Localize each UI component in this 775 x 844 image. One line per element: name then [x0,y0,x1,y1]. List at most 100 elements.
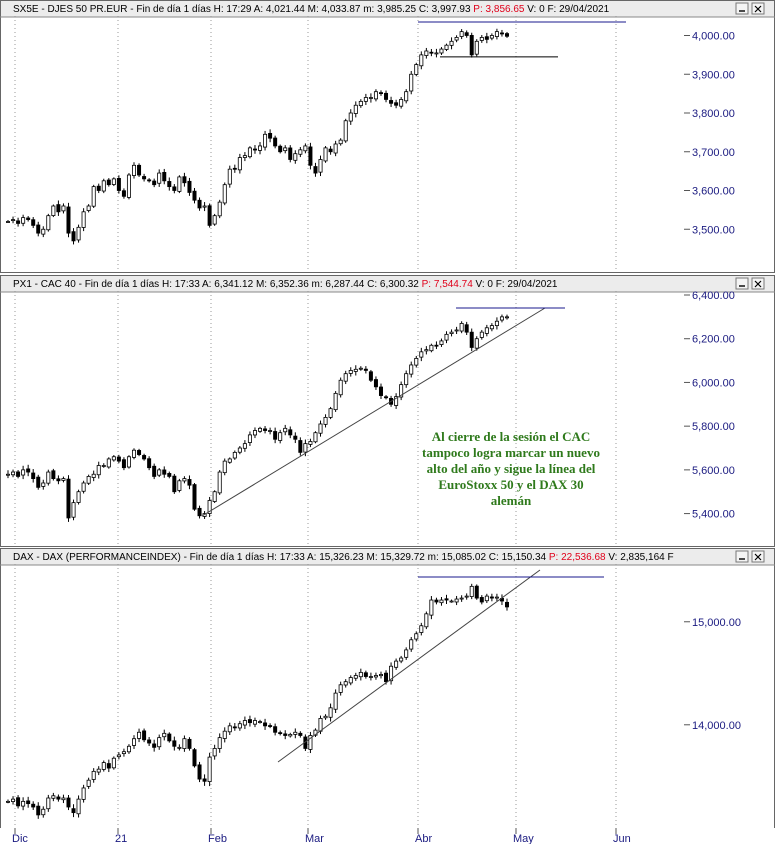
candle [268,723,273,729]
candle-body [298,732,303,736]
candle [404,89,409,104]
candle-body [343,681,348,686]
candle [449,329,454,337]
candle [81,208,86,232]
candle-body [348,677,353,684]
candle [409,637,414,652]
candle [232,164,237,173]
candle-body [434,52,439,55]
candle [373,89,378,102]
candle [328,703,333,722]
candle [71,228,76,245]
candle-body [394,102,399,106]
candle-body [66,206,71,234]
candle-body [404,649,409,658]
candle [328,406,333,420]
header-field: DAX - DAX (PERFORMANCEINDEX) - Fin de dí… [13,552,264,563]
candle-body [323,715,328,719]
candle [212,490,217,504]
candle-body [157,469,162,476]
candle [11,469,16,478]
y-tick-label: 3,500.00 [692,224,735,236]
candle [484,324,489,337]
candle [132,162,137,179]
candle [273,427,278,444]
candle [177,744,182,751]
candle-body [182,176,187,184]
candle [81,480,86,494]
candle [237,446,242,455]
candle-body [126,456,131,468]
trendline [201,307,546,517]
candle [207,752,212,787]
header-field: C: 3,997.93 [416,4,471,15]
candle [51,792,56,802]
candle-body [419,351,424,358]
candle-body [384,672,389,683]
candle [51,204,56,218]
candle-body [101,465,106,467]
candle-body [16,220,21,224]
candle [298,437,303,456]
y-tick-label: 6,000.00 [692,377,735,389]
candle-body [479,37,484,41]
candle-body [56,796,61,800]
candle-body [96,768,101,773]
candle [232,723,237,731]
candle-body [106,458,111,468]
candle-body [182,478,187,482]
candle-body [111,178,116,185]
candle-body [167,473,172,477]
candle-body [31,472,36,480]
candle [263,718,268,730]
candle [76,795,81,818]
candle [16,795,21,809]
y-tick-label: 5,400.00 [692,509,735,521]
candle-body [459,31,464,37]
candle [389,96,394,108]
candle [278,144,283,154]
header-field: F [665,552,674,563]
candle [499,29,504,37]
candle-body [242,155,247,158]
candle [36,802,41,819]
candle-body [91,473,96,478]
candle-body [187,479,192,486]
candle-body [353,104,358,114]
candle-body [247,719,252,724]
candle-body [464,32,469,36]
candle-body [323,417,328,425]
candle-body [353,675,358,679]
candle [96,183,101,194]
candle [162,729,167,741]
candle [192,187,197,204]
candle [182,735,187,752]
candle [197,505,202,519]
candle [147,178,152,183]
candle [106,457,111,469]
candle [318,155,323,177]
candle [227,722,232,735]
candle-body [353,368,358,372]
candle [363,670,368,679]
candle [333,140,338,157]
candle-body [76,798,81,815]
candle-body [293,153,298,161]
candle-body [288,734,293,737]
candle [454,35,459,43]
candle [429,596,434,620]
header-field: P: 7,544.74 [419,279,473,290]
candle [363,366,368,374]
candle [449,599,454,603]
candle-body [81,211,86,228]
candle-body [121,459,126,469]
candle [91,184,96,208]
candle [424,47,429,59]
candle [21,214,26,227]
candle-body [469,331,474,348]
candle-body [454,37,459,41]
candle [459,29,464,40]
candle [444,331,449,344]
candle [187,475,192,490]
candle-body [273,726,278,733]
